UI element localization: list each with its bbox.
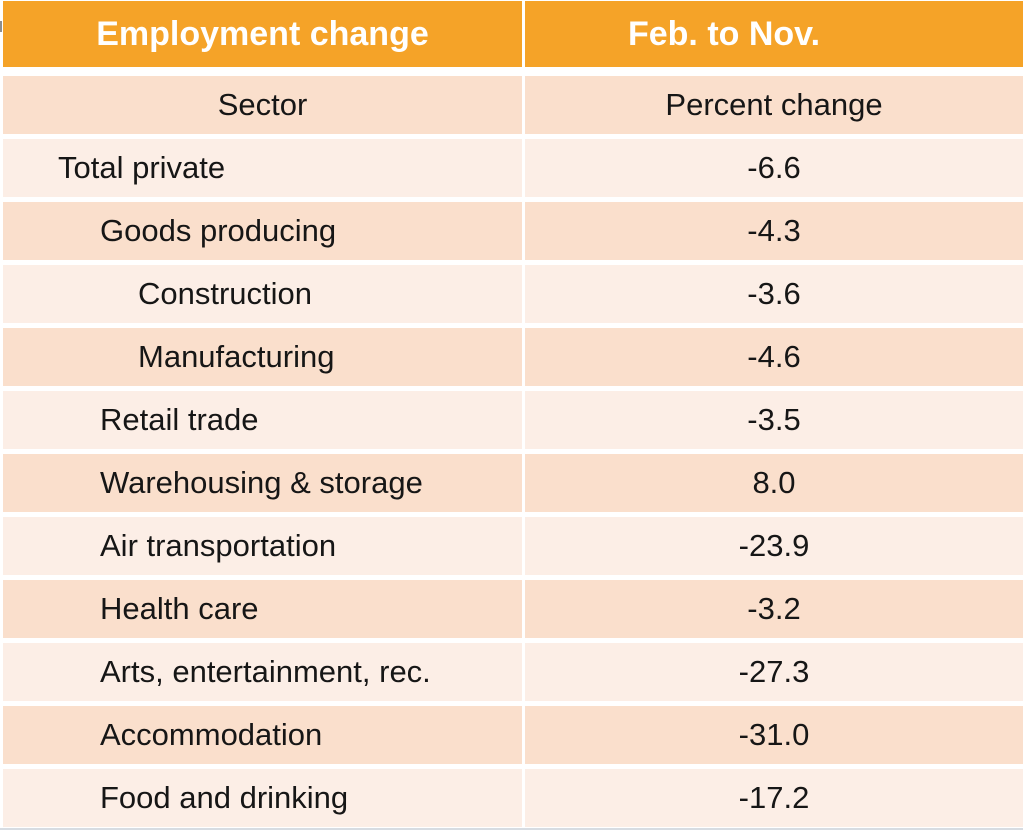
sector-cell: Arts, entertainment, rec. [3,643,522,701]
table-row-warehousing-storage: Warehousing & storage 8.0 [3,454,1023,512]
value-cell: -3.2 [525,580,1023,638]
table-row-air-transportation: Air transportation -23.9 [3,517,1023,575]
percent-change-column-header: Percent change [525,76,1023,134]
value-cell: -17.2 [525,769,1023,827]
table-row-retail-trade: Retail trade -3.5 [3,391,1023,449]
value-cell: -27.3 [525,643,1023,701]
table-row-construction: Construction -3.6 [3,265,1023,323]
sector-cell: Retail trade [3,391,522,449]
value-cell: -6.6 [525,139,1023,197]
left-edge-artifact [0,21,2,32]
sector-cell: Warehousing & storage [3,454,522,512]
value-cell: -3.6 [525,265,1023,323]
value-cell: 8.0 [525,454,1023,512]
sector-cell: Goods producing [3,202,522,260]
column-header-row: Sector Percent change [3,76,1023,134]
value-cell: -4.3 [525,202,1023,260]
sector-cell: Health care [3,580,522,638]
sector-cell: Air transportation [3,517,522,575]
table-row-accommodation: Accommodation -31.0 [3,706,1023,764]
sector-cell: Manufacturing [3,328,522,386]
table-row-food-and-drinking: Food and drinking -17.2 [3,769,1023,827]
table-row-total-private: Total private -6.6 [3,139,1023,197]
sector-cell: Food and drinking [3,769,522,827]
value-cell: -23.9 [525,517,1023,575]
employment-change-table: Employment change Feb. to Nov. Sector Pe… [3,1,1023,832]
value-cell: -31.0 [525,706,1023,764]
value-cell: -3.5 [525,391,1023,449]
table-header-row: Employment change Feb. to Nov. [3,1,1023,67]
sector-cell: Total private [3,139,522,197]
table-row-manufacturing: Manufacturing -4.6 [3,328,1023,386]
table-row-arts-entertainment-rec: Arts, entertainment, rec. -27.3 [3,643,1023,701]
sector-column-header: Sector [3,76,522,134]
table-row-goods-producing: Goods producing -4.3 [3,202,1023,260]
sector-cell: Construction [3,265,522,323]
bottom-divider-line [0,828,1023,830]
value-cell: -4.6 [525,328,1023,386]
header-period-cell: Feb. to Nov. [525,1,1023,67]
sector-cell: Accommodation [3,706,522,764]
header-title-cell: Employment change [3,1,522,67]
table-row-health-care: Health care -3.2 [3,580,1023,638]
